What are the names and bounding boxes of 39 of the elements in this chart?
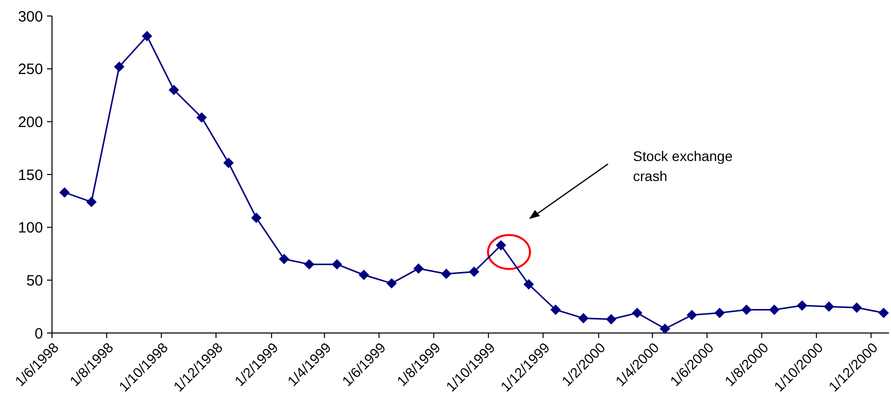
point <box>686 310 697 320</box>
y-tick-label: 50 <box>26 272 43 290</box>
point <box>279 254 290 264</box>
point <box>769 304 780 315</box>
y-tick-label: 250 <box>18 61 43 78</box>
point <box>824 302 834 312</box>
point <box>606 314 616 324</box>
point <box>414 264 424 274</box>
point <box>86 196 96 207</box>
y-tick-label: 100 <box>18 220 43 237</box>
point <box>797 300 808 311</box>
y-tick-label: 0 <box>34 325 43 342</box>
y-tick-label: 300 <box>18 8 43 26</box>
point <box>714 308 725 318</box>
point <box>878 308 889 318</box>
point <box>304 259 314 270</box>
point <box>196 112 207 122</box>
point <box>60 187 70 198</box>
annotation: Stock exchange crash <box>633 148 733 184</box>
point <box>332 259 342 270</box>
point <box>358 270 369 280</box>
point <box>550 304 561 315</box>
point <box>114 62 124 72</box>
point <box>224 158 234 168</box>
y-tick-label: 200 <box>18 114 43 131</box>
y-tick-label: 150 <box>18 166 43 184</box>
point <box>469 266 480 277</box>
point <box>168 84 179 95</box>
point <box>441 268 452 279</box>
point <box>386 278 397 288</box>
point <box>578 313 588 324</box>
point <box>142 31 152 42</box>
point <box>742 304 752 315</box>
point <box>524 279 534 290</box>
point <box>852 302 862 313</box>
point <box>251 212 262 223</box>
point <box>660 324 670 334</box>
point <box>632 308 642 318</box>
point <box>496 240 506 250</box>
